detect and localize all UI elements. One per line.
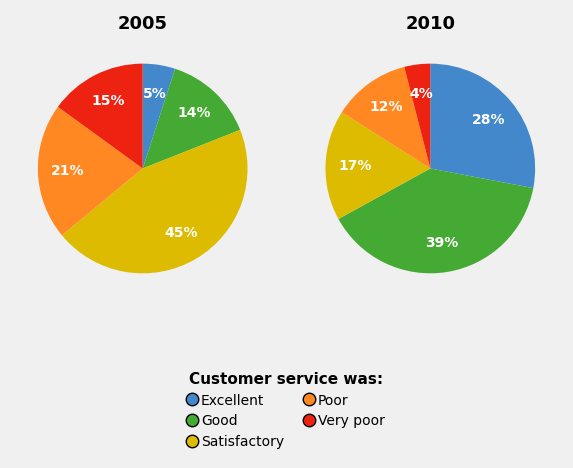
- Text: 28%: 28%: [472, 113, 505, 127]
- Wedge shape: [143, 69, 240, 168]
- Text: 15%: 15%: [92, 94, 125, 108]
- Text: 12%: 12%: [369, 101, 403, 114]
- Text: 39%: 39%: [426, 236, 459, 250]
- Wedge shape: [339, 168, 533, 273]
- Text: 5%: 5%: [143, 87, 166, 101]
- Title: 2005: 2005: [117, 15, 168, 33]
- Legend: Excellent, Good, Satisfactory, Poor, Very poor: Excellent, Good, Satisfactory, Poor, Ver…: [182, 365, 391, 456]
- Wedge shape: [38, 107, 143, 235]
- Wedge shape: [404, 64, 430, 168]
- Text: 45%: 45%: [164, 227, 198, 241]
- Text: 4%: 4%: [409, 87, 433, 101]
- Wedge shape: [143, 64, 175, 168]
- Wedge shape: [62, 130, 248, 273]
- Wedge shape: [342, 67, 430, 168]
- Title: 2010: 2010: [405, 15, 456, 33]
- Wedge shape: [430, 64, 535, 188]
- Text: 17%: 17%: [338, 159, 371, 173]
- Text: 21%: 21%: [50, 164, 84, 178]
- Text: 14%: 14%: [178, 106, 211, 120]
- Wedge shape: [325, 112, 430, 219]
- Wedge shape: [58, 64, 143, 168]
